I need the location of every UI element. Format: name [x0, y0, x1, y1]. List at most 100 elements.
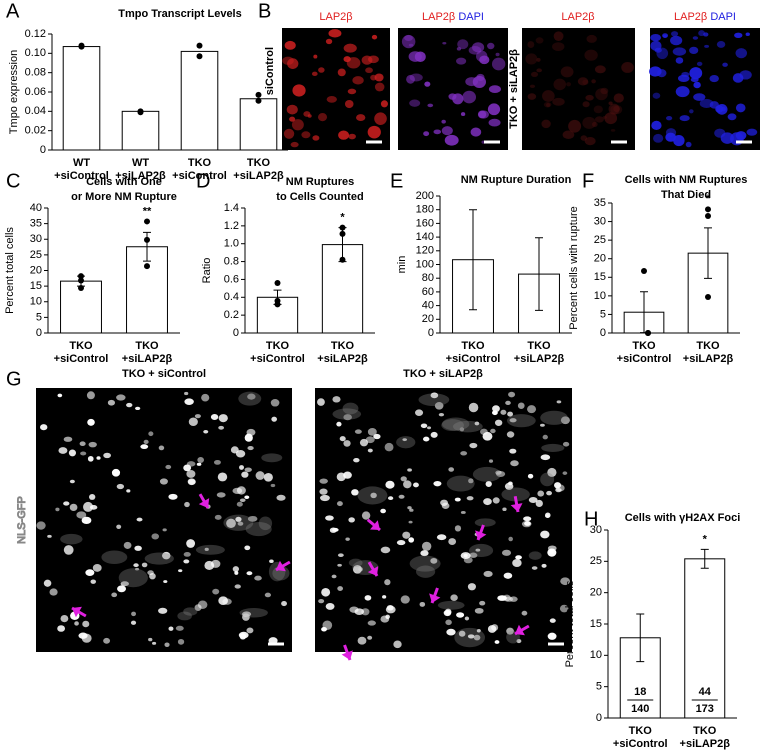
nucleus — [103, 637, 111, 644]
nucleus — [301, 131, 311, 139]
nucleus — [414, 51, 426, 62]
nucleus — [593, 105, 603, 114]
nucleus — [312, 135, 320, 141]
x-tick-label: +siLAP2β — [514, 353, 565, 365]
nucleus — [92, 564, 102, 572]
data-point — [274, 301, 281, 308]
nucleus — [665, 128, 677, 138]
nucleus — [613, 93, 624, 103]
nucleus — [673, 135, 685, 147]
nucleus — [415, 409, 424, 416]
data-point — [255, 91, 262, 98]
nucleus — [194, 604, 202, 611]
nucleus — [420, 423, 428, 429]
y-tick-label: 20 — [422, 313, 434, 325]
nucleus — [244, 467, 252, 473]
nucleus — [474, 421, 480, 426]
nucleus — [367, 620, 376, 626]
chart-title: That Died — [661, 189, 711, 201]
nucleus — [662, 35, 668, 38]
nucleus — [445, 619, 452, 626]
nucleus — [317, 398, 325, 406]
nucleus — [509, 448, 517, 454]
nucleus — [746, 128, 758, 136]
nucleus — [516, 639, 522, 644]
nucleus — [406, 74, 415, 84]
cytoplasm — [540, 472, 555, 487]
nucleus — [671, 31, 679, 37]
image-layer — [36, 28, 760, 661]
nucleus — [487, 42, 495, 50]
nucleus — [672, 47, 687, 56]
cytoplasm — [506, 414, 536, 428]
nucleus — [734, 32, 743, 39]
data-point — [705, 293, 711, 300]
nucleus — [276, 494, 286, 501]
nucleus — [398, 494, 405, 499]
nucleus — [582, 116, 596, 129]
nucleus — [319, 488, 328, 495]
nucleus — [653, 133, 664, 143]
nucleus — [236, 486, 246, 495]
nucleus — [560, 416, 570, 425]
stain-label: LAP2β DAPI — [674, 11, 736, 23]
nucleus — [433, 481, 442, 487]
data-point — [339, 256, 346, 263]
nucleus — [187, 478, 196, 486]
nucleus — [492, 405, 500, 413]
y-tick-label: 180 — [416, 204, 434, 216]
nucleus — [584, 136, 596, 146]
nucleus — [407, 506, 412, 510]
nucleus — [43, 579, 52, 587]
nucleus — [337, 586, 344, 591]
nucleus — [434, 401, 444, 410]
y-tick-label: 0 — [36, 327, 42, 339]
nucleus — [69, 479, 75, 484]
stain: LAP2β — [674, 11, 707, 23]
nucleus — [438, 413, 445, 417]
nucleus — [562, 471, 568, 475]
arrow — [429, 587, 441, 604]
nucleus — [184, 501, 190, 508]
nucleus — [675, 57, 684, 64]
cytoplasm — [474, 518, 496, 527]
nucleus — [408, 537, 415, 543]
fraction: 173 — [696, 703, 714, 715]
nucleus — [177, 638, 185, 645]
nucleus — [238, 631, 249, 639]
nucleus — [49, 588, 58, 596]
nucleus — [692, 36, 699, 40]
bar — [62, 46, 101, 151]
bar — [239, 98, 278, 151]
stain: LAP2β — [319, 11, 352, 23]
x-tick-label: +siControl — [250, 353, 305, 365]
nucleus — [456, 612, 465, 618]
nucleus — [196, 462, 202, 466]
nucleus — [685, 141, 692, 148]
nucleus — [467, 583, 476, 591]
nucleus — [367, 125, 381, 139]
nucleus — [698, 30, 705, 37]
nucleus — [610, 129, 616, 132]
nucleus — [403, 480, 412, 489]
y-tick-label: 15 — [30, 280, 42, 292]
nucleus — [234, 570, 239, 575]
nucleus — [531, 566, 538, 570]
nucleus — [318, 67, 325, 73]
nucleus — [545, 514, 550, 518]
panel-letter: E — [390, 170, 403, 192]
nucleus — [367, 448, 373, 453]
nucleus — [348, 517, 355, 523]
panel-letter: C — [6, 170, 20, 192]
nucleus — [263, 472, 273, 482]
fraction: 140 — [631, 703, 649, 715]
data-point — [339, 230, 346, 237]
nucleus — [475, 548, 481, 552]
nucleus — [488, 459, 494, 463]
nucleus — [393, 640, 402, 649]
nucleus — [441, 126, 453, 136]
nucleus — [509, 596, 518, 602]
nucleus — [546, 102, 551, 108]
nucleus — [90, 579, 97, 584]
nucleus — [134, 545, 142, 551]
